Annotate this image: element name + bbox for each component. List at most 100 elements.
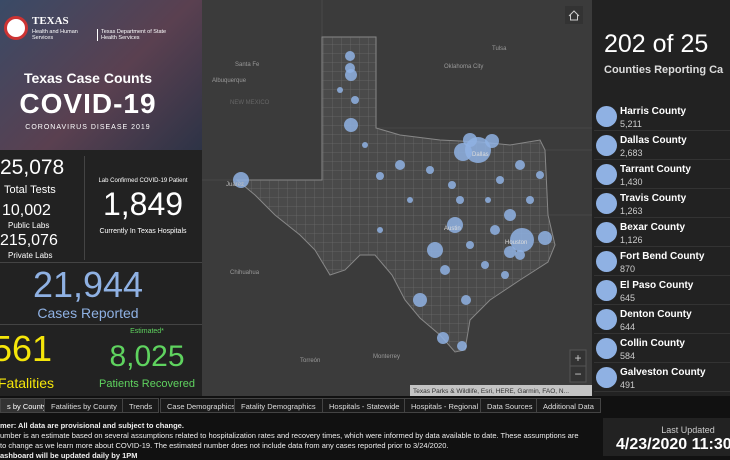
county-bubble[interactable] — [437, 332, 449, 344]
map-label: Albuquerque — [212, 78, 247, 84]
county-bubble[interactable] — [515, 160, 525, 170]
county-row: Denton County 644 — [594, 306, 730, 334]
tab[interactable]: Data Sources — [480, 398, 540, 413]
county-bubble[interactable] — [485, 134, 499, 148]
county-bubble[interactable] — [515, 250, 525, 260]
county-bubble[interactable] — [440, 265, 450, 275]
stat-value: 1,849 — [102, 186, 184, 222]
cases-label: Cases Reported — [37, 305, 139, 321]
tab[interactable]: Hospitals - Statewide — [322, 398, 407, 413]
disclaimer-line: to change as we learn more about COVID-1… — [0, 441, 449, 450]
disclaimer-line: umber is an estimate based on several as… — [0, 431, 579, 440]
county-name: Tarrant County — [620, 164, 691, 175]
county-dot — [596, 367, 617, 388]
county-bubble[interactable] — [345, 51, 355, 61]
county-bubble[interactable] — [485, 197, 491, 203]
county-bubble[interactable] — [426, 166, 434, 174]
county-bubble[interactable] — [496, 176, 504, 184]
county-bubble[interactable] — [526, 196, 534, 204]
county-name: Galveston County — [620, 367, 706, 378]
map-label: Santa Fe — [235, 62, 260, 68]
county-bubble[interactable] — [456, 196, 464, 204]
county-row: Collin County 584 — [594, 335, 730, 363]
county-bubble[interactable] — [337, 87, 343, 93]
map-label: Chihuahua — [230, 270, 260, 276]
logo — [4, 16, 28, 40]
county-bubble[interactable] — [510, 228, 534, 252]
home-icon — [568, 10, 580, 21]
county-bubble[interactable] — [447, 217, 463, 233]
county-row: Harris County 5,211 — [594, 103, 730, 131]
tab[interactable]: Hospitals - Regional — [404, 398, 486, 413]
map-label: Monterrey — [373, 354, 400, 360]
disclaimer-line: mer: All data are provisional and subjec… — [0, 421, 184, 430]
recovered-label: Patients Recovered — [99, 378, 195, 390]
county-bubble[interactable] — [362, 142, 368, 148]
county-row: El Paso County 645 — [594, 277, 730, 305]
updated-label: Last Updated — [661, 425, 715, 435]
county-name: El Paso County — [620, 280, 694, 291]
tab[interactable]: Case Demographics — [160, 398, 242, 413]
county-dot — [596, 222, 617, 243]
tab[interactable]: Fatality Demographics — [234, 398, 323, 413]
county-bubble[interactable] — [407, 197, 413, 203]
county-bubble[interactable] — [463, 133, 477, 147]
county-bubble[interactable] — [376, 172, 384, 180]
map-label: Torreón — [300, 358, 320, 364]
stat-label: Public Labs — [8, 221, 50, 230]
county-bubble[interactable] — [395, 160, 405, 170]
county-name: Harris County — [620, 106, 687, 117]
county-dot — [596, 164, 617, 185]
county-bubble[interactable] — [345, 63, 355, 73]
county-bubble[interactable] — [466, 241, 474, 249]
county-bubble[interactable] — [427, 242, 443, 258]
county-row: Galveston County 491 — [594, 364, 730, 392]
county-bubble[interactable] — [501, 271, 509, 279]
counties-summary-label: Counties Reporting Ca — [604, 64, 724, 76]
county-cases: 645 — [620, 293, 636, 303]
county-name: Bexar County — [620, 222, 686, 233]
county-bubble[interactable] — [448, 181, 456, 189]
county-bubble[interactable] — [344, 118, 358, 132]
county-bubble[interactable] — [504, 246, 516, 258]
county-bubble[interactable] — [351, 96, 359, 104]
county-name: Denton County — [620, 309, 692, 320]
map[interactable]: Santa Fe Albuquerque NEW MEXICO Oklahoma… — [202, 0, 592, 396]
stat-value: 215,076 — [0, 232, 58, 249]
county-bubble[interactable] — [536, 171, 544, 179]
divider — [0, 262, 202, 263]
county-row: Bexar County 1,126 — [594, 219, 730, 247]
map-label: Houston — [505, 240, 527, 246]
zoom-out[interactable] — [569, 365, 587, 383]
county-bubble[interactable] — [377, 227, 383, 233]
tab[interactable]: Additional Data — [536, 398, 601, 413]
county-name: Dallas County — [620, 135, 687, 146]
map-label: Oklahoma City — [444, 64, 483, 70]
county-bubble[interactable] — [490, 225, 500, 235]
stat-label: Total Tests — [4, 184, 56, 196]
county-bubble[interactable] — [461, 295, 471, 305]
tab[interactable]: Trends — [122, 398, 160, 413]
county-bubble[interactable] — [413, 293, 427, 307]
county-bubble[interactable] — [481, 261, 489, 269]
county-dot — [596, 251, 617, 272]
tab[interactable]: s by County — [0, 398, 54, 413]
recovered-note: Estimated* — [130, 328, 164, 335]
stat-caption: Lab Confirmed COVID-19 Patient — [98, 178, 188, 184]
county-row: Travis County 1,263 — [594, 190, 730, 218]
county-dot — [596, 135, 617, 156]
home-button[interactable] — [565, 6, 583, 24]
county-bubble[interactable] — [504, 209, 516, 221]
county-cases: 870 — [620, 264, 636, 274]
zoom-in-label: + — [574, 351, 581, 365]
stat-value: 25,078 — [0, 156, 65, 179]
county-bubble[interactable] — [538, 231, 552, 245]
county-name: Travis County — [620, 193, 687, 204]
county-bubble[interactable] — [233, 172, 249, 188]
tab[interactable]: Fatalities by County — [44, 398, 124, 413]
county-bubble[interactable] — [457, 341, 467, 351]
county-cases: 2,683 — [620, 148, 643, 158]
county-bubble[interactable] — [454, 143, 472, 161]
counties-summary: 202 of 25 — [604, 30, 709, 58]
county-cases: 1,263 — [620, 206, 643, 216]
